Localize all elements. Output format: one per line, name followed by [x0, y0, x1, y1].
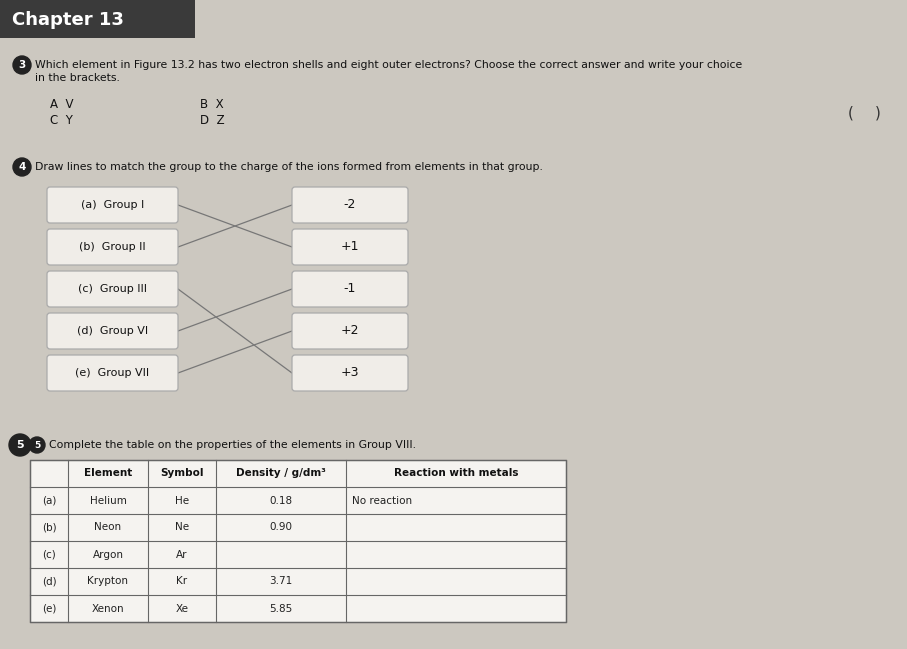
Text: (a): (a)	[42, 495, 56, 506]
Text: (a)  Group I: (a) Group I	[81, 200, 144, 210]
Text: Element: Element	[83, 469, 132, 478]
Text: (b)  Group II: (b) Group II	[79, 242, 146, 252]
Text: Neon: Neon	[94, 522, 122, 532]
Text: -2: -2	[344, 199, 356, 212]
Text: Ne: Ne	[175, 522, 189, 532]
Text: Ar: Ar	[176, 550, 188, 559]
Text: +3: +3	[341, 367, 359, 380]
FancyBboxPatch shape	[292, 313, 408, 349]
Text: (c): (c)	[42, 550, 56, 559]
FancyBboxPatch shape	[292, 355, 408, 391]
Text: Argon: Argon	[93, 550, 123, 559]
Text: (c)  Group III: (c) Group III	[78, 284, 147, 294]
Text: 3.71: 3.71	[269, 576, 293, 587]
Text: Kr: Kr	[177, 576, 188, 587]
Text: Xe: Xe	[175, 604, 189, 613]
Text: (d)  Group VI: (d) Group VI	[77, 326, 148, 336]
FancyBboxPatch shape	[292, 187, 408, 223]
Text: 3: 3	[18, 60, 25, 70]
Text: +1: +1	[341, 241, 359, 254]
Circle shape	[29, 437, 45, 453]
Text: Complete the table on the properties of the elements in Group VIII.: Complete the table on the properties of …	[49, 440, 416, 450]
Text: 5: 5	[34, 441, 40, 450]
Text: Density / g/dm³: Density / g/dm³	[236, 469, 326, 478]
Text: +2: +2	[341, 324, 359, 337]
Text: Draw lines to match the group to the charge of the ions formed from elements in : Draw lines to match the group to the cha…	[35, 162, 543, 172]
FancyBboxPatch shape	[292, 229, 408, 265]
FancyBboxPatch shape	[47, 271, 178, 307]
FancyBboxPatch shape	[47, 313, 178, 349]
FancyBboxPatch shape	[292, 271, 408, 307]
Circle shape	[9, 434, 31, 456]
Text: A  V: A V	[50, 99, 73, 112]
Text: D  Z: D Z	[200, 114, 225, 127]
Text: Which element in Figure 13.2 has two electron shells and eight outer electrons? : Which element in Figure 13.2 has two ele…	[35, 60, 742, 70]
Text: (d): (d)	[42, 576, 56, 587]
Text: B  X: B X	[200, 99, 224, 112]
Text: Krypton: Krypton	[87, 576, 129, 587]
Text: -1: -1	[344, 282, 356, 295]
Text: (b): (b)	[42, 522, 56, 532]
Text: in the brackets.: in the brackets.	[35, 73, 120, 83]
FancyBboxPatch shape	[30, 460, 566, 622]
Text: (e)  Group VII: (e) Group VII	[75, 368, 150, 378]
FancyBboxPatch shape	[47, 187, 178, 223]
FancyBboxPatch shape	[47, 229, 178, 265]
Text: 5.85: 5.85	[269, 604, 293, 613]
Text: Xenon: Xenon	[92, 604, 124, 613]
Text: 0.18: 0.18	[269, 495, 293, 506]
Text: C  Y: C Y	[50, 114, 73, 127]
Text: 5: 5	[16, 440, 24, 450]
Text: Symbol: Symbol	[161, 469, 204, 478]
Text: Chapter 13: Chapter 13	[12, 11, 124, 29]
Text: No reaction: No reaction	[352, 495, 412, 506]
Text: 0.90: 0.90	[269, 522, 292, 532]
Text: He: He	[175, 495, 189, 506]
Text: ): )	[875, 106, 881, 121]
Text: (: (	[848, 106, 853, 121]
Circle shape	[13, 56, 31, 74]
Text: (e): (e)	[42, 604, 56, 613]
FancyBboxPatch shape	[0, 0, 195, 38]
Text: Reaction with metals: Reaction with metals	[394, 469, 518, 478]
FancyBboxPatch shape	[47, 355, 178, 391]
Text: Helium: Helium	[90, 495, 126, 506]
Circle shape	[13, 158, 31, 176]
Text: 4: 4	[18, 162, 25, 172]
